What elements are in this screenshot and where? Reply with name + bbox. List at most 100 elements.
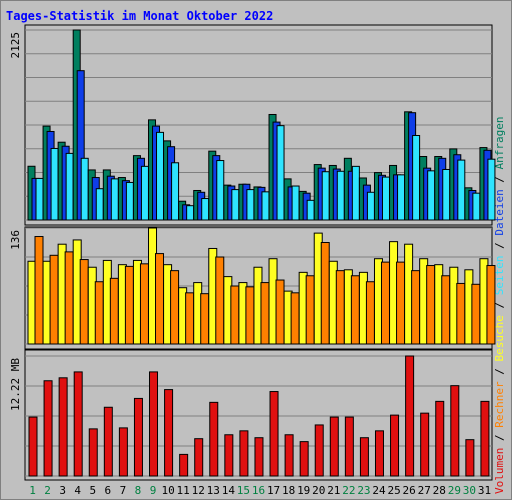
bar-volumen-day-5 — [88, 428, 98, 477]
bar-rechner-day-29 — [456, 282, 466, 345]
day-label-7: 7 — [120, 484, 127, 497]
day-label-19: 19 — [297, 484, 310, 497]
bar-seiten-day-17 — [276, 125, 285, 221]
bar-volumen-day-15 — [239, 430, 249, 477]
bar-seiten-day-27 — [427, 170, 436, 221]
bar-volumen-day-21 — [329, 416, 339, 477]
bar-seiten-day-6 — [110, 178, 119, 221]
day-label-9: 9 — [150, 484, 157, 497]
day-label-2: 2 — [44, 484, 51, 497]
bar-seiten-day-12 — [201, 198, 210, 221]
bar-rechner-day-1 — [34, 236, 44, 345]
bar-volumen-day-7 — [118, 427, 128, 477]
day-label-5: 5 — [89, 484, 96, 497]
bar-volumen-day-11 — [179, 453, 189, 477]
bar-seiten-day-4 — [80, 157, 89, 221]
bar-seiten-day-19 — [306, 199, 315, 221]
day-label-12: 12 — [192, 484, 205, 497]
day-label-15: 15 — [237, 484, 250, 497]
bar-rechner-day-25 — [396, 261, 406, 345]
day-label-30: 30 — [463, 484, 476, 497]
day-label-8: 8 — [135, 484, 142, 497]
bar-seiten-day-18 — [291, 185, 300, 221]
bar-volumen-day-25 — [390, 414, 400, 477]
legend-part: Dateien — [493, 189, 506, 235]
bar-seiten-day-5 — [95, 188, 104, 221]
bar-volumen-day-4 — [73, 371, 83, 477]
bar-rechner-day-28 — [441, 275, 451, 345]
day-label-29: 29 — [448, 484, 461, 497]
day-label-17: 17 — [267, 484, 280, 497]
bar-rechner-day-30 — [471, 283, 481, 345]
bar-seiten-day-22 — [351, 165, 360, 221]
bar-seiten-day-11 — [186, 205, 195, 221]
bar-seiten-day-8 — [140, 165, 149, 221]
day-label-6: 6 — [105, 484, 112, 497]
legend-part: Seiten — [493, 256, 506, 296]
bar-rechner-day-6 — [109, 277, 119, 345]
bar-rechner-day-4 — [79, 259, 89, 345]
legend-part: / — [493, 295, 506, 315]
y-max-label: 12.22 MB — [9, 358, 22, 411]
bar-seiten-day-3 — [65, 152, 74, 221]
day-label-22: 22 — [342, 484, 355, 497]
bar-rechner-day-13 — [215, 256, 225, 345]
bar-rechner-day-12 — [200, 293, 210, 345]
bar-volumen-day-24 — [374, 430, 384, 477]
day-label-27: 27 — [418, 484, 431, 497]
legend-part: / — [493, 362, 506, 382]
bar-rechner-day-14 — [230, 285, 240, 345]
bar-seiten-day-13 — [216, 160, 225, 221]
bar-volumen-day-22 — [344, 416, 354, 477]
bar-rechner-day-22 — [350, 275, 360, 345]
bar-volumen-day-1 — [28, 416, 38, 477]
bar-volumen-day-3 — [58, 377, 68, 477]
day-label-28: 28 — [433, 484, 446, 497]
bar-volumen-day-8 — [133, 397, 143, 477]
legend-part: Volumen — [493, 448, 506, 494]
bar-volumen-day-13 — [209, 401, 219, 477]
bar-seiten-day-16 — [261, 191, 270, 221]
bar-rechner-day-15 — [245, 286, 255, 345]
bar-volumen-day-17 — [269, 391, 279, 477]
chart-panels: 2125 136 12.22 MB — [9, 24, 496, 481]
panel-visits: 136 — [9, 226, 496, 350]
bar-seiten-day-15 — [246, 189, 255, 221]
day-label-23: 23 — [357, 484, 370, 497]
bar-volumen-day-14 — [224, 434, 234, 477]
bar-seiten-day-2 — [50, 147, 59, 221]
day-label-24: 24 — [372, 484, 386, 497]
bar-rechner-day-27 — [426, 265, 436, 345]
bar-seiten-day-26 — [412, 135, 421, 221]
bar-rechner-day-20 — [320, 242, 330, 345]
bar-volumen-day-26 — [405, 355, 415, 477]
legend-part: Besuche — [493, 315, 506, 361]
bar-rechner-day-8 — [139, 263, 149, 345]
day-label-18: 18 — [282, 484, 295, 497]
day-label-20: 20 — [312, 484, 325, 497]
bar-rechner-day-26 — [411, 270, 421, 345]
bar-seiten-day-9 — [156, 131, 165, 221]
day-label-1: 1 — [29, 484, 36, 497]
day-label-16: 16 — [252, 484, 265, 497]
bar-rechner-day-7 — [124, 265, 134, 345]
legend-part: / — [493, 169, 506, 189]
day-label-14: 14 — [222, 484, 236, 497]
bar-rechner-day-21 — [335, 270, 345, 345]
bar-rechner-day-9 — [155, 253, 165, 345]
bar-rechner-day-17 — [275, 279, 285, 345]
bar-seiten-day-24 — [381, 176, 390, 221]
panel-volume: 12.22 MB — [9, 349, 493, 481]
series-legend: Volumen / Rechner / Besuche / Seiten / D… — [493, 116, 506, 494]
bar-rechner-day-11 — [185, 292, 195, 345]
y-max-label: 2125 — [9, 32, 22, 59]
bar-volumen-day-2 — [43, 380, 53, 477]
bar-volumen-day-10 — [164, 389, 174, 477]
panel-frame — [24, 349, 493, 481]
bar-rechner-day-2 — [49, 254, 59, 345]
bar-seiten-day-10 — [171, 162, 180, 221]
day-label-31: 31 — [478, 484, 491, 497]
bar-seiten-day-14 — [231, 189, 240, 221]
bar-volumen-day-20 — [314, 424, 324, 477]
